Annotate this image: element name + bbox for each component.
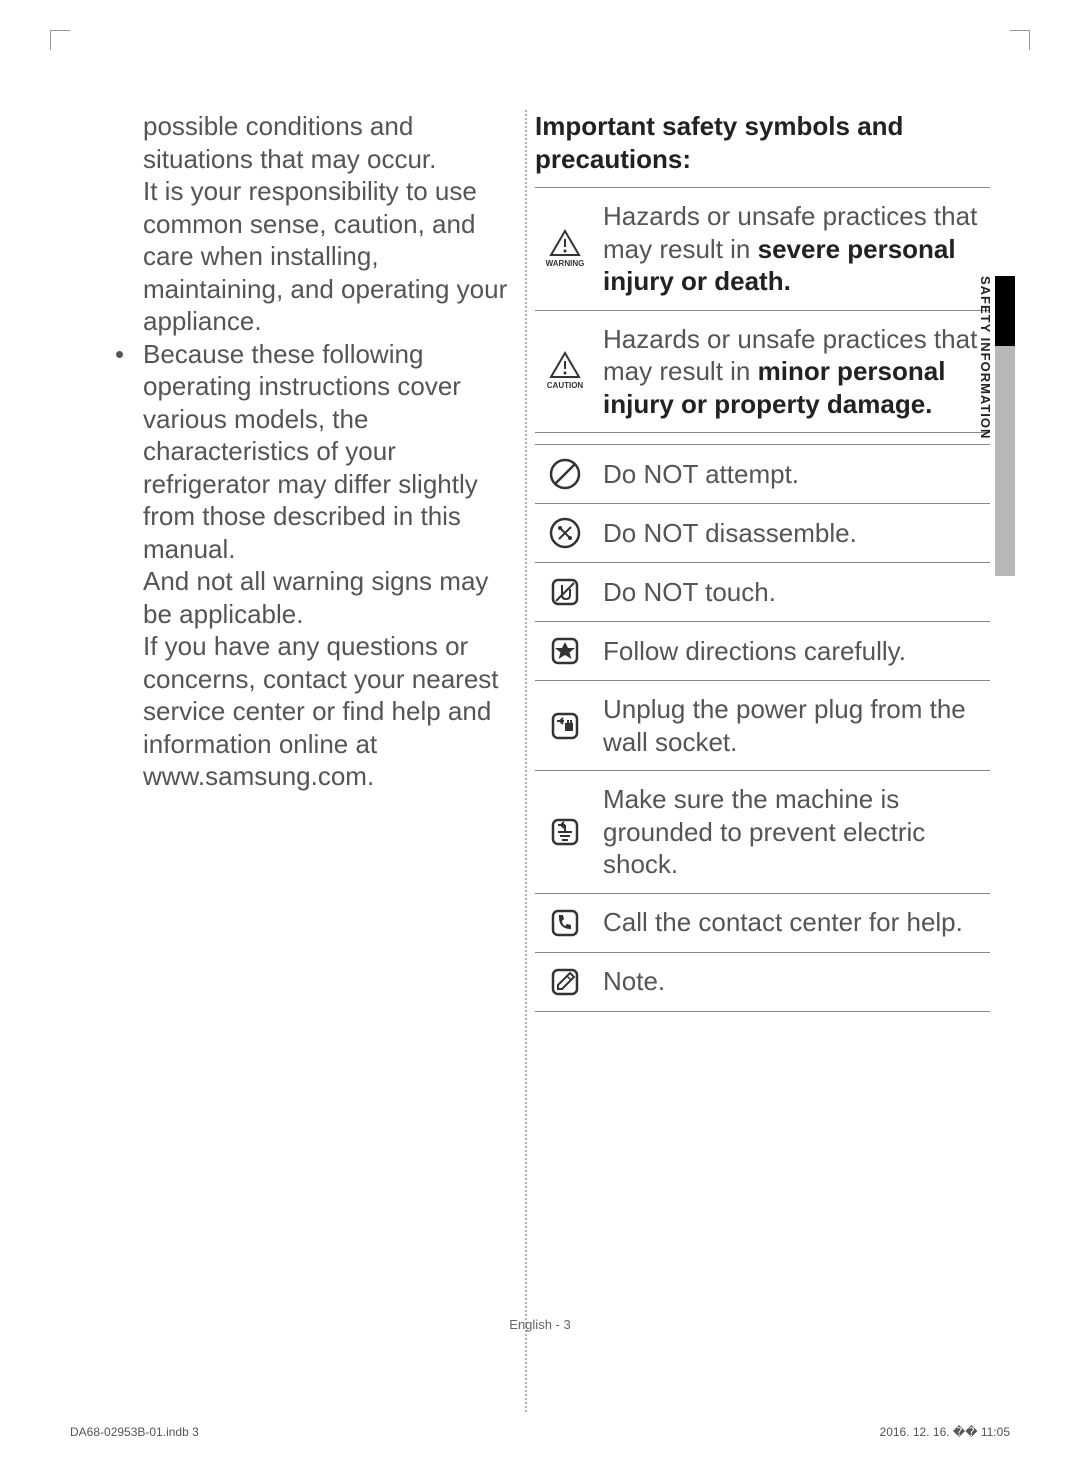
symbols-table-1: WARNING Hazards or unsafe practices that… — [535, 187, 990, 1012]
table-row: WARNING Hazards or unsafe practices that… — [535, 188, 990, 311]
table-row: Unplug the power plug from the wall sock… — [535, 681, 990, 771]
table-row: CAUTION Hazards or unsafe practices that… — [535, 310, 990, 433]
tab-marker-inactive — [995, 346, 1015, 576]
column-divider — [525, 110, 527, 1412]
warning-icon — [549, 229, 581, 257]
table-row: Call the contact center for help. — [535, 893, 990, 952]
icon-label: WARNING — [539, 259, 591, 269]
no-touch-icon — [548, 575, 582, 609]
footer-left: DA68-02953B-01.indb 3 — [70, 1425, 199, 1439]
icon-cell: CAUTION — [535, 310, 595, 433]
icon-cell — [535, 952, 595, 1011]
icon-cell — [535, 563, 595, 622]
page-number: English - 3 — [0, 1317, 1080, 1332]
symbol-description: Follow directions carefully. — [595, 622, 990, 681]
icon-cell — [535, 622, 595, 681]
follow-icon — [548, 634, 582, 668]
symbol-description: Do NOT attempt. — [595, 445, 990, 504]
call-icon — [548, 906, 582, 940]
table-row: Do NOT disassemble. — [535, 504, 990, 563]
table-row: Make sure the machine is grounded to pre… — [535, 771, 990, 894]
table-row: Follow directions carefully. — [535, 622, 990, 681]
icon-cell — [535, 504, 595, 563]
symbol-description: Call the contact center for help. — [595, 893, 990, 952]
ground-icon — [548, 815, 582, 849]
left-column: possible conditions and situations that … — [115, 110, 535, 1012]
symbol-description: Do NOT disassemble. — [595, 504, 990, 563]
symbol-description: Make sure the machine is grounded to pre… — [595, 771, 990, 894]
no-disassemble-icon — [548, 516, 582, 550]
note-icon — [548, 965, 582, 999]
side-tab: SAFETY INFORMATION — [975, 276, 1015, 576]
page-content: possible conditions and situations that … — [115, 110, 1015, 1012]
icon-cell — [535, 445, 595, 504]
table-row: Note. — [535, 952, 990, 1011]
crop-mark — [50, 30, 70, 50]
tab-label: SAFETY INFORMATION — [978, 276, 993, 439]
icon-cell — [535, 893, 595, 952]
paragraph: It is your responsibility to use common … — [115, 175, 515, 338]
bullet-item: • Because these following operating inst… — [115, 338, 515, 566]
crop-mark — [1010, 30, 1030, 50]
paragraph: possible conditions and situations that … — [115, 110, 515, 175]
symbol-description: Hazards or unsafe practices that may res… — [595, 188, 990, 311]
symbol-description: Do NOT touch. — [595, 563, 990, 622]
section-heading: Important safety symbols and precautions… — [535, 110, 990, 175]
footer-right: 2016. 12. 16. �� 11:05 — [880, 1425, 1010, 1439]
tab-marker-active — [995, 276, 1015, 346]
table-row: Do NOT attempt. — [535, 445, 990, 504]
icon-cell: WARNING — [535, 188, 595, 311]
symbol-description: Unplug the power plug from the wall sock… — [595, 681, 990, 771]
bullet-marker: • — [115, 338, 143, 566]
symbol-description: Hazards or unsafe practices that may res… — [595, 310, 990, 433]
icon-label: CAUTION — [539, 381, 591, 391]
unplug-icon — [548, 709, 582, 743]
bullet-text: Because these following operating instru… — [143, 338, 515, 566]
right-column: Important safety symbols and precautions… — [535, 110, 990, 1012]
table-row: Do NOT touch. — [535, 563, 990, 622]
caution-icon — [549, 351, 581, 379]
gap-row — [535, 433, 990, 445]
no-attempt-icon — [548, 457, 582, 491]
symbol-description: Note. — [595, 952, 990, 1011]
icon-cell — [535, 681, 595, 771]
paragraph: And not all warning signs may be applica… — [115, 565, 515, 630]
paragraph: If you have any questions or concerns, c… — [115, 630, 515, 793]
icon-cell — [535, 771, 595, 894]
